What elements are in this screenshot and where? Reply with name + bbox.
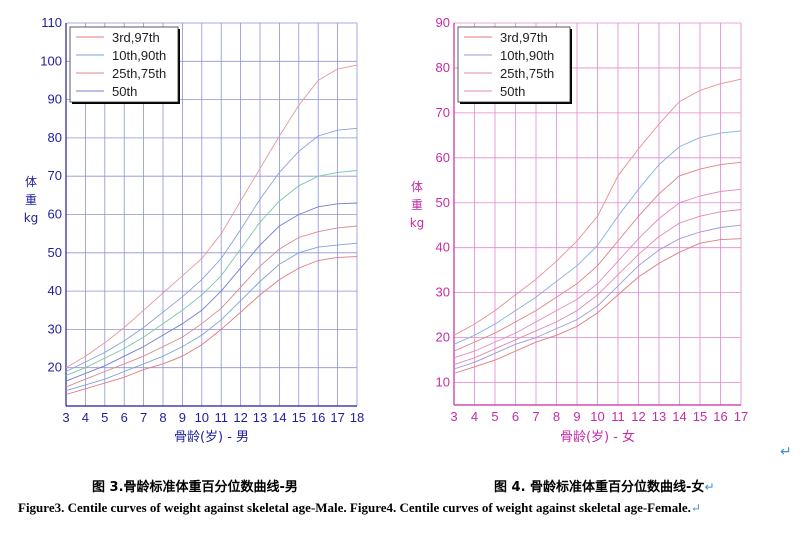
y-tick-label: 30 [436,285,450,300]
legend-label: 3rd,97th [500,30,548,45]
legend-label: 25th,75th [500,66,554,81]
y-tick-label: 10 [436,375,450,390]
x-tick-label: 3 [62,410,69,425]
series-line-10th-90th [65,127,358,372]
y-tick-label: 60 [436,150,450,165]
y-tick-label: 60 [48,207,62,222]
x-tick-label: 4 [82,410,89,425]
legend-label: 10th,90th [112,48,166,63]
x-tick-label: 5 [101,410,108,425]
series-line-10th-90th [453,224,742,370]
male-weight-chart: 3 4 5 6 7 8 9 10 11 12 13 14 15 16 17 18 20 30 40 50 60 70 80 9… [24,15,365,445]
x-tick-label: 11 [611,409,625,424]
english-caption: Figure3. Centile curves of weight agains… [18,500,701,516]
y-tick-label: 40 [48,283,62,298]
x-tick-label: 13 [652,409,666,424]
x-tick-label: 12 [233,410,247,425]
x-axis-label: 骨龄(岁) - 女 [560,429,635,445]
y-tick-label: 110 [41,15,62,30]
y-axis-label: 重 [411,198,423,212]
series-line-25th-75th [453,209,742,366]
y-tick-label: 40 [436,240,450,255]
legend-label: 10th,90th [500,48,554,63]
female-caption-text: 图 4. 骨龄标准体重百分位数曲线-女 [494,480,705,495]
series-line-50th [453,188,742,359]
legend-box [457,26,571,103]
male-caption-text: 图 3.骨龄标准体重百分位数曲线-男 [92,480,298,495]
y-tick-label: 20 [436,330,450,345]
series-line-10th-90th [453,130,742,345]
x-tick-label: 14 [672,409,686,424]
y-tick-label: 80 [436,60,450,75]
x-tick-label: 10 [590,409,604,424]
x-tick-label: 16 [311,410,325,425]
y-tick-label: 100 [40,53,62,68]
y-tick-label: 90 [48,92,62,107]
legend-label: 50th [500,84,525,99]
x-tick-label: 7 [140,410,147,425]
x-tick-label: 8 [553,409,560,424]
x-tick-label: 15 [693,409,707,424]
x-tick-label: 16 [713,409,727,424]
x-tick-label: 13 [253,410,267,425]
x-tick-label: 8 [159,410,166,425]
series-line-3rd-97th [65,256,358,395]
female-figure-caption: 图 4. 骨龄标准体重百分位数曲线-女↵ [494,476,715,495]
y-axis-label: 体 [411,180,423,194]
series-line-3rd-97th [453,238,742,374]
series-line-25th-75th [65,170,358,376]
return-mark: ↵ [690,501,701,515]
x-tick-label: 9 [573,409,580,424]
x-tick-label: 11 [214,410,228,425]
legend-box [69,26,179,103]
series-line-50th [65,202,358,382]
x-tick-label: 12 [631,409,645,424]
x-tick-label: 6 [121,410,128,425]
x-tick-label: 18 [350,410,364,425]
x-tick-label: 3 [450,409,457,424]
legend-label: 50th [112,84,137,99]
x-tick-label: 17 [734,409,748,424]
x-tick-label: 10 [195,410,209,425]
legend-label: 3rd,97th [112,30,160,45]
y-tick-label: 70 [436,105,450,120]
x-axis-label: 骨龄(岁) - 男 [174,430,249,445]
series-line-3rd-97th [453,78,742,336]
x-tick-label: 7 [532,409,539,424]
y-tick-label: 20 [48,360,62,375]
x-tick-label: 9 [179,410,186,425]
y-tick-label: 70 [48,168,62,183]
female-weight-chart: 3 4 5 6 7 8 9 10 11 12 13 14 15 16 17 10 20 30 40 50 60 70 80 9… [410,15,749,445]
y-tick-label: 80 [48,130,62,145]
x-tick-label: 14 [272,410,286,425]
series-line-25th-75th [453,161,742,352]
x-tick-label: 17 [330,410,344,425]
x-tick-label: 15 [292,410,306,425]
y-axis-label: 重 [25,193,37,207]
series-line-10th-90th [65,242,358,392]
legend-label: 25th,75th [112,66,166,81]
y-axis-label: kg [24,211,39,225]
return-mark: ↵ [704,480,715,494]
y-axis-label: kg [410,216,425,230]
return-mark: ↵ [780,444,792,460]
y-tick-label: 30 [48,321,62,336]
y-tick-label: 50 [436,195,450,210]
male-figure-caption: 图 3.骨龄标准体重百分位数曲线-男 [92,476,298,495]
y-tick-label: 50 [48,245,62,260]
series-line-3rd-97th [65,64,358,369]
x-tick-label: 4 [471,409,478,424]
english-caption-text: Figure3. Centile curves of weight agains… [18,500,691,515]
x-tick-label: 5 [491,409,498,424]
series-line-25th-75th [65,225,358,388]
y-axis-label: 体 [25,175,37,189]
x-tick-label: 6 [512,409,519,424]
y-tick-label: 90 [436,15,450,30]
